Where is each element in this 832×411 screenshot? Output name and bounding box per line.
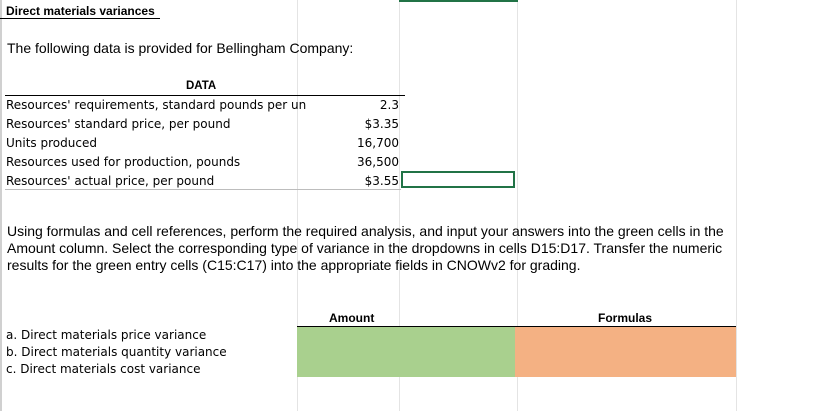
gridline: [399, 0, 400, 411]
amount-entry-cells[interactable]: [297, 327, 515, 377]
formulas-column-header: Formulas: [598, 311, 653, 325]
column-selection-marker: [399, 0, 518, 2]
data-row-label[interactable]: Resources' requirements, standard pounds…: [6, 98, 307, 112]
data-row-label[interactable]: Resources' standard price, per pound: [6, 117, 231, 131]
amount-column-header: Amount: [329, 311, 375, 325]
title-underline: [0, 18, 160, 19]
data-row-label[interactable]: Resources used for production, pounds: [6, 155, 241, 169]
data-row-value[interactable]: 2.3: [379, 98, 399, 112]
data-header: DATA: [186, 80, 217, 92]
variance-dropdown-quantity[interactable]: b. Direct materials quantity variance: [6, 345, 227, 359]
sheet-title: Direct materials variances: [6, 4, 155, 18]
data-row-label[interactable]: Units produced: [6, 136, 97, 150]
data-header-rule: [5, 95, 405, 96]
data-bottom-rule: [5, 189, 401, 190]
column-header-rule: [297, 326, 736, 327]
active-cell-selection[interactable]: [401, 171, 515, 188]
formulas-cells[interactable]: [515, 327, 736, 377]
data-row-value[interactable]: $3.55: [364, 174, 399, 188]
sheet-left-edge: [0, 0, 2, 411]
variance-dropdown-price[interactable]: a. Direct materials price variance: [6, 328, 207, 342]
gridline: [736, 0, 737, 411]
intro-text: The following data is provided for Belli…: [7, 40, 354, 56]
data-row-value[interactable]: 16,700: [357, 136, 399, 150]
data-row-value[interactable]: 36,500: [357, 155, 399, 169]
data-row-value[interactable]: $3.35: [364, 117, 399, 131]
gridline: [297, 0, 298, 411]
data-row-label[interactable]: Resources' actual price, per pound: [6, 174, 215, 188]
gridline: [517, 0, 518, 411]
instructions-text: Using formulas and cell references, perf…: [7, 223, 724, 273]
variance-dropdown-cost[interactable]: c. Direct materials cost variance: [6, 362, 201, 376]
